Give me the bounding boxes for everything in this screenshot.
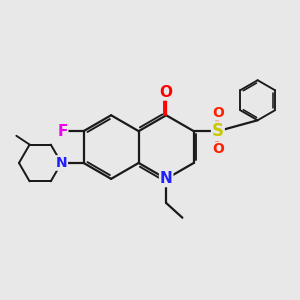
Text: F: F (57, 124, 68, 139)
Text: S: S (212, 122, 224, 140)
Text: N: N (56, 156, 67, 170)
Text: N: N (160, 171, 172, 186)
Text: O: O (212, 142, 224, 156)
Text: O: O (160, 85, 173, 100)
Text: O: O (212, 106, 224, 120)
